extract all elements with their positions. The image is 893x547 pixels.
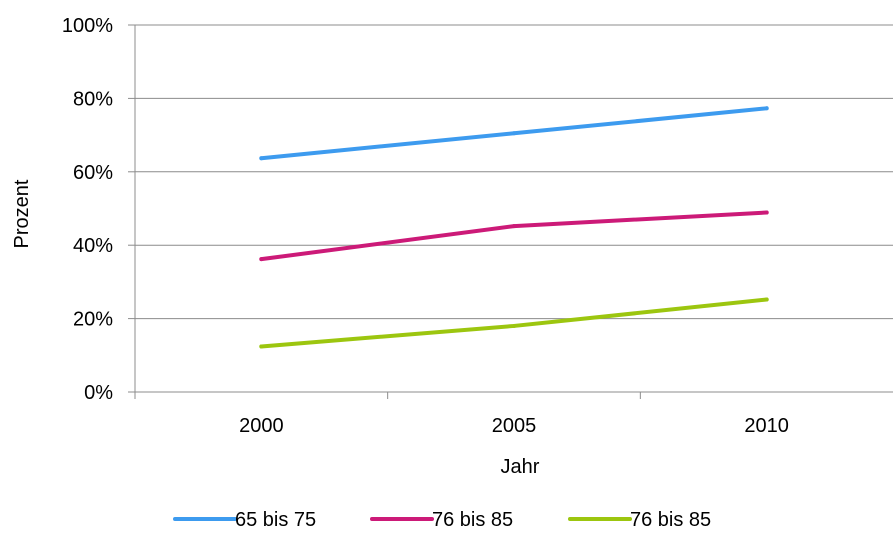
data-point [259,156,264,161]
y-tick-label: 80% [73,88,113,110]
axes [128,24,893,399]
data-point [512,224,516,229]
series-line [259,210,769,262]
x-axis-title: Jahr [501,456,540,478]
data-point [764,106,769,111]
legend-label: 76 bis 85 [630,509,711,531]
x-tick-label: 2010 [744,415,789,437]
y-tick-label: 100% [62,15,113,37]
series-lines [259,106,769,349]
data-point [259,257,264,262]
grid-lines [135,24,893,320]
tick-labels: 0% 20% 40% 60% 80% 100% 2000 2005 2010 [62,15,789,437]
y-axis-title: Prozent [11,179,33,248]
y-tick-label: 0% [84,382,113,404]
legend: 65 bis 75 76 bis 85 76 bis 85 [173,509,711,531]
series-line [259,297,769,349]
data-point [259,344,264,349]
y-tick-label: 20% [73,309,113,331]
data-point [764,210,769,215]
data-point [512,131,516,136]
data-point [764,297,769,302]
legend-label: 76 bis 85 [432,509,513,531]
x-tick-label: 2005 [492,415,537,437]
y-tick-label: 40% [73,235,113,257]
data-point [512,323,516,328]
legend-label: 65 bis 75 [235,509,316,531]
y-tick-label: 60% [73,162,113,184]
x-tick-label: 2000 [239,415,284,437]
